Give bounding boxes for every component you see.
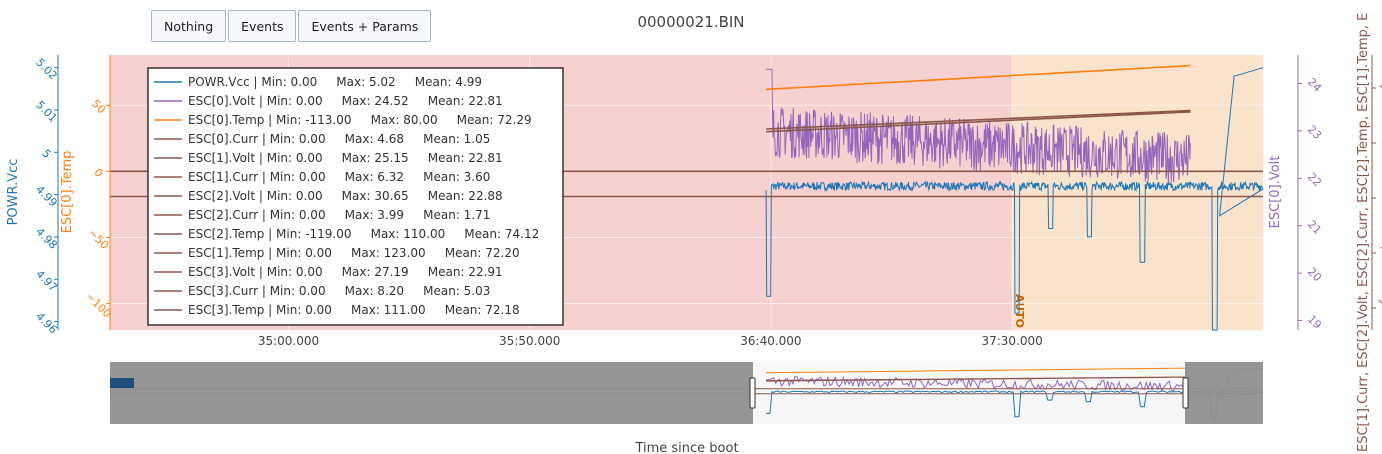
axis-tick-label-powr-3: 4.99 (33, 183, 60, 210)
axis-tick-label-powr-6: 5.02 (33, 56, 60, 83)
legend-entry-5: ESC[1].Curr | Min: 0.00 Max: 6.32 Mean: … (188, 170, 490, 184)
legend-entry-2: ESC[0].Temp | Min: -113.00 Max: 80.00 Me… (188, 113, 532, 127)
y-axis-label-powr: POWR.Vcc (6, 159, 21, 226)
series-line-4 (766, 111, 1191, 133)
axis-tick-label-volt-4: 23 (1305, 123, 1324, 142)
x-tick-label-0: 35:00.000 (258, 334, 319, 348)
axis-tick-label-multi-4: 100 (1376, 78, 1382, 102)
chart-title: 00000021.BIN (637, 13, 744, 31)
range-preview-line-1 (765, 375, 1190, 393)
axis-tick-label-powr-0: 4.96 (33, 310, 60, 337)
axis-tick-label-multi-3: 50 (1379, 135, 1382, 154)
legend-box (147, 67, 564, 326)
events-params-button[interactable]: Events + Params (298, 10, 432, 42)
range-mask-right (1185, 362, 1263, 424)
legend-entry-6: ESC[2].Volt | Min: 0.00 Max: 30.65 Mean:… (188, 189, 503, 203)
x-tick-label-2: 36:40.000 (740, 334, 801, 348)
y-axis-label-volt: ESC[0].Volt (1268, 156, 1283, 229)
x-axis-label: Time since boot (634, 441, 738, 454)
axis-tick-label-temp-0: −100 (83, 290, 114, 321)
filter-buttons: Nothing Events Events + Params (151, 10, 432, 42)
axis-tick-label-temp-3: 50 (89, 97, 108, 116)
legend-entry-8: ESC[2].Temp | Min: -119.00 Max: 110.00 M… (188, 227, 539, 241)
legend-entry-1: ESC[0].Volt | Min: 0.00 Max: 24.52 Mean:… (188, 94, 503, 108)
axis-tick-label-volt-0: 19 (1305, 312, 1324, 331)
range-handle-right[interactable] (1182, 377, 1189, 409)
mode-label-1: AUTO (1013, 294, 1026, 328)
legend-entry-3: ESC[0].Curr | Min: 0.00 Max: 4.68 Mean: … (188, 132, 490, 146)
range-slider[interactable] (110, 362, 1264, 424)
events-button[interactable]: Events (228, 10, 297, 42)
nothing-button[interactable]: Nothing (151, 10, 227, 42)
axis-tick-label-powr-2: 4.98 (33, 225, 60, 252)
axis-tick-label-volt-3: 22 (1305, 170, 1324, 189)
legend-entry-4: ESC[1].Volt | Min: 0.00 Max: 25.15 Mean:… (188, 151, 503, 165)
axis-tick-label-powr-5: 5.01 (33, 98, 60, 125)
legend: POWR.Vcc | Min: 0.00 Max: 5.02 Mean: 4.9… (147, 67, 564, 326)
axis-tick-label-temp-2: 0 (91, 166, 105, 180)
series-line-2 (766, 64, 1191, 91)
x-tick-label-3: 37:30.000 (981, 334, 1042, 348)
axis-tick-label-multi-0: −100 (1373, 294, 1382, 325)
axis-tick-label-volt-5: 24 (1305, 75, 1324, 94)
axis-tick-label-powr-1: 4.97 (33, 267, 60, 294)
y-axis-label-multi: ESC[1].Curr, ESC[2].Volt, ESC[2].Curr, E… (1356, 13, 1371, 452)
axis-tick-label-multi-1: −50 (1376, 242, 1382, 268)
range-preview-remnant (110, 378, 134, 388)
legend-entry-0: POWR.Vcc | Min: 0.00 Max: 5.02 Mean: 4.9… (188, 75, 482, 89)
range-preview-line-2 (766, 367, 1191, 374)
mode-band-1 (1012, 55, 1263, 330)
legend-entry-12: ESC[3].Temp | Min: 0.00 Max: 111.00 Mean… (188, 303, 520, 317)
axis-tick-label-volt-1: 20 (1305, 265, 1324, 284)
range-mask-left (110, 362, 753, 424)
range-preview-line-4 (766, 376, 1191, 382)
axis-tick-label-powr-4: 5 (39, 147, 53, 161)
series-line-3 (766, 109, 1191, 130)
axis-tick-label-volt-2: 21 (1305, 218, 1324, 237)
legend-entry-9: ESC[1].Temp | Min: 0.00 Max: 123.00 Mean… (188, 246, 520, 260)
range-handle-left[interactable] (749, 377, 756, 409)
series-line-0 (765, 67, 1264, 331)
legend-entry-11: ESC[3].Curr | Min: 0.00 Max: 8.20 Mean: … (188, 284, 490, 298)
y-axis-label-temp: ESC[0].Temp (60, 151, 75, 234)
x-tick-label-1: 35:50.000 (499, 334, 560, 348)
series-line-1 (766, 68, 1191, 184)
legend-entry-10: ESC[3].Volt | Min: 0.00 Max: 27.19 Mean:… (188, 265, 503, 279)
axis-tick-label-temp-1: −50 (86, 226, 112, 252)
legend-entry-7: ESC[2].Curr | Min: 0.00 Max: 3.99 Mean: … (188, 208, 490, 222)
